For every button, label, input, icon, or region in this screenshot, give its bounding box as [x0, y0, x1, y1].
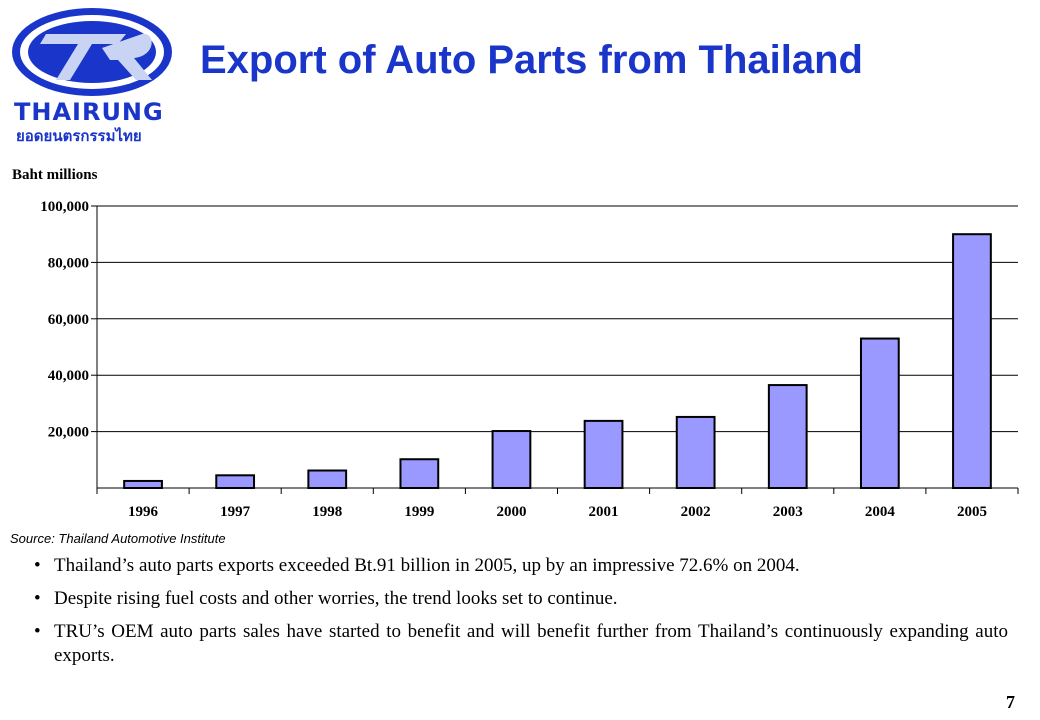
x-tick-label: 2004 — [865, 504, 896, 520]
bullet-item: • Despite rising fuel costs and other wor… — [34, 587, 1008, 611]
logo-brand-text: THAIRUNG — [14, 98, 164, 126]
x-tick-label: 2003 — [773, 504, 803, 520]
x-tick-label: 2005 — [957, 504, 987, 520]
bar-2004 — [859, 337, 900, 489]
y-tick-label: 40,000 — [48, 368, 89, 384]
y-tick-label: 80,000 — [48, 255, 89, 271]
source-note: Source: Thailand Automotive Institute — [10, 531, 226, 546]
bullet-item: • TRU’s OEM auto parts sales have started… — [34, 620, 1008, 668]
y-axis-unit-label: Baht millions — [12, 167, 98, 183]
bullet-text: Despite rising fuel costs and other worr… — [54, 588, 618, 609]
x-tick-label: 1997 — [220, 504, 251, 520]
bar-2000 — [491, 430, 532, 489]
x-tick-label: 1998 — [312, 504, 342, 520]
x-tick-label: 2000 — [496, 504, 526, 520]
x-tick-label: 1999 — [404, 504, 434, 520]
bar-2003 — [767, 384, 808, 490]
thairung-emblem-icon — [12, 8, 172, 96]
bullet-text: Thailand’s auto parts exports exceeded B… — [54, 555, 800, 576]
y-tick-label: 20,000 — [48, 425, 89, 441]
bar-chart: 20,000 40,000 60,000 80,000 100,000 1996 1997 1… — [40, 199, 1019, 520]
bullet-list: • Thailand’s auto parts exports exceeded … — [34, 554, 1008, 677]
thairung-logo: THAIRUNG ยอดยนตรกรรมไทย — [6, 4, 182, 145]
slide-title: Export of Auto Parts from Thailand — [200, 38, 863, 82]
bar-1998 — [307, 469, 348, 489]
bar-2005 — [952, 233, 992, 490]
bar-1999 — [399, 458, 440, 489]
logo-thai-text: ยอดยนตรกรรมไทย — [16, 127, 142, 145]
bullet-item: • Thailand’s auto parts exports exceeded … — [34, 554, 1008, 578]
bar-2001 — [583, 419, 624, 489]
y-tick-label: 100,000 — [40, 199, 89, 215]
page-number: 7 — [1006, 692, 1015, 712]
bullet-text: TRU’s OEM auto parts sales have started … — [54, 621, 1008, 666]
bullet-dot-icon: • — [34, 621, 41, 642]
bar-1996 — [123, 479, 163, 490]
x-tick-label: 2001 — [589, 504, 619, 520]
bullet-dot-icon: • — [34, 588, 41, 609]
x-tick-label: 1996 — [128, 504, 159, 520]
bar-2002 — [675, 415, 716, 490]
bullet-dot-icon: • — [34, 555, 41, 576]
y-tick-label: 60,000 — [48, 312, 89, 328]
x-tick-label: 2002 — [681, 504, 711, 520]
bar-1997 — [215, 474, 256, 489]
